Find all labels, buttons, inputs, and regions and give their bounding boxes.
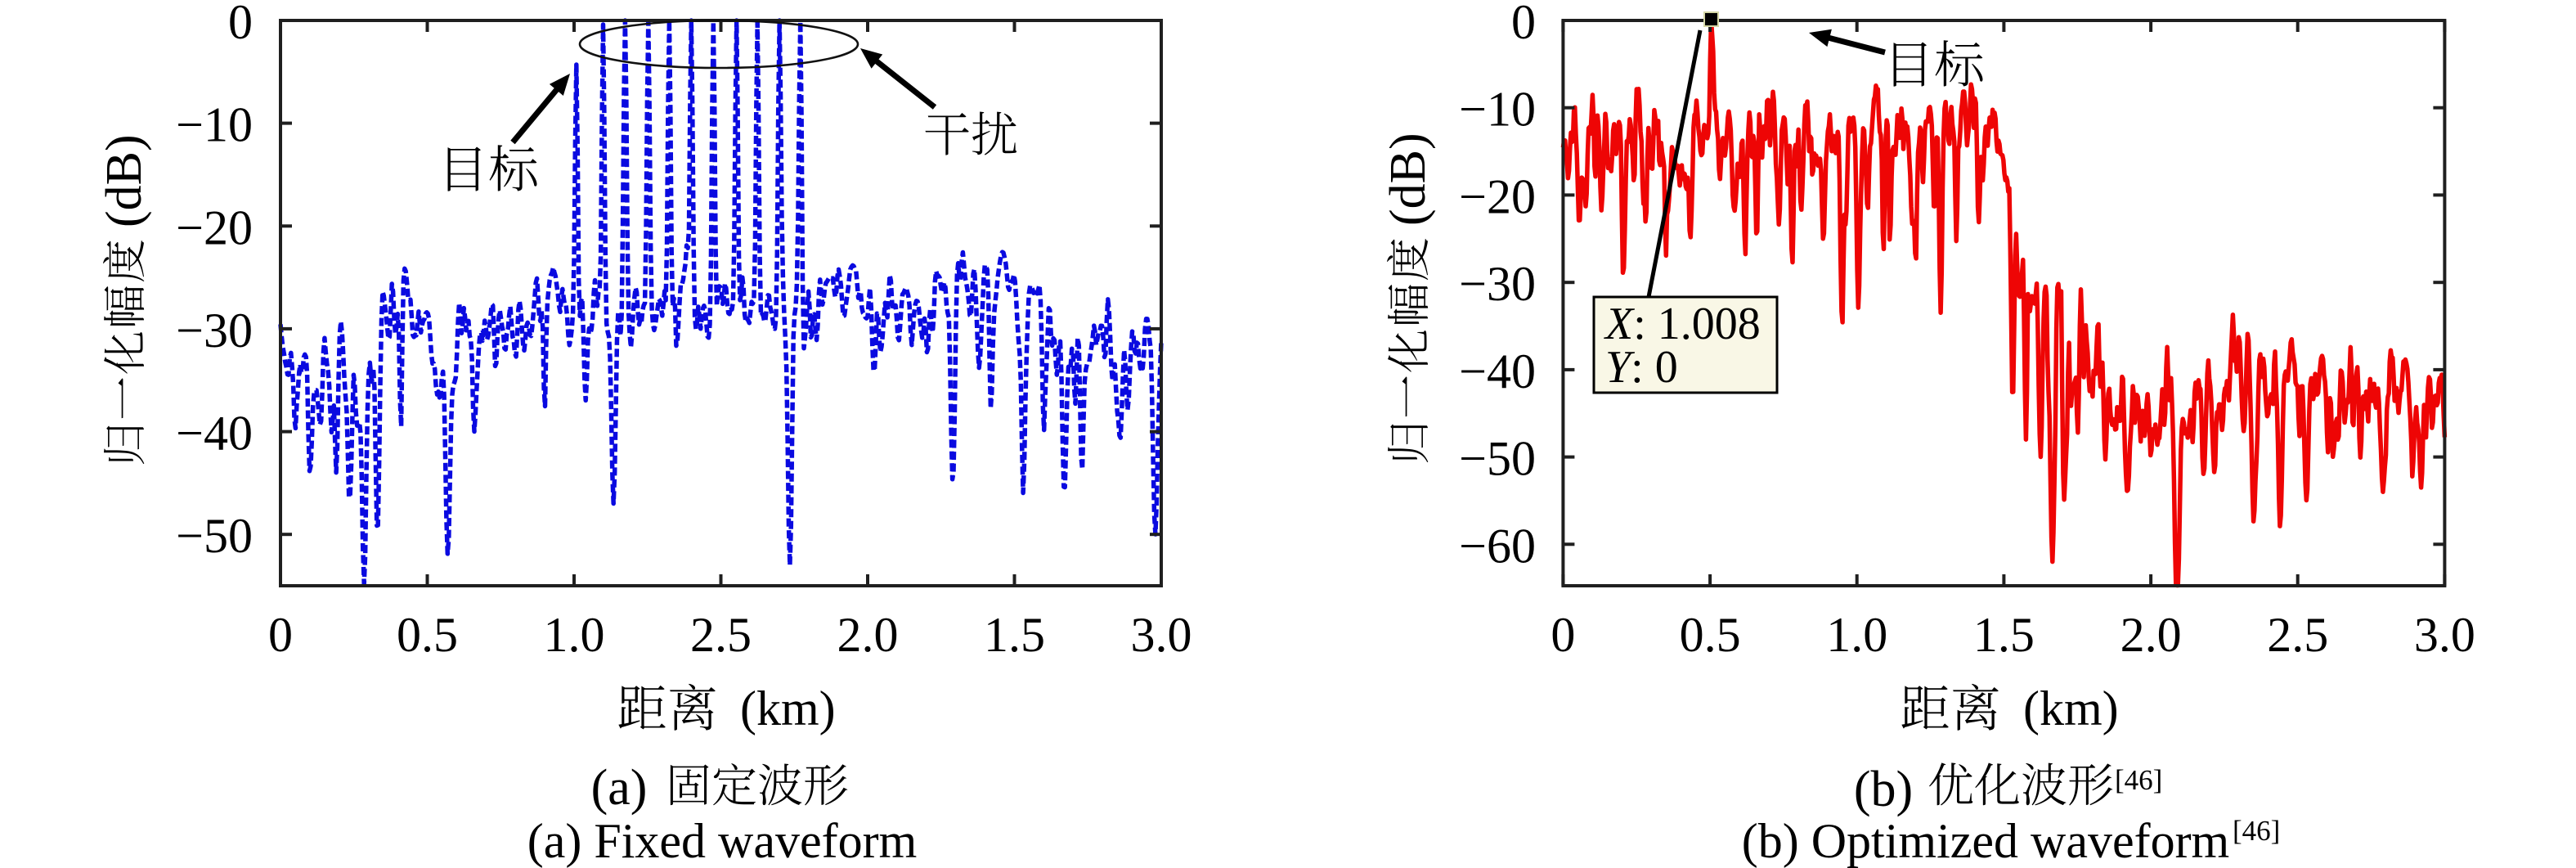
svg-text:0: 0 (268, 608, 293, 662)
svg-text:3.0: 3.0 (1131, 608, 1192, 662)
svg-text:(dB): (dB) (96, 134, 152, 227)
svg-text:−30: −30 (1459, 257, 1536, 311)
svg-text:(b) Optimized waveform: (b) Optimized waveform (1742, 814, 2229, 868)
svg-text:Y: 0: Y: 0 (1605, 342, 1678, 393)
svg-text:0: 0 (1511, 0, 1536, 49)
svg-text:−40: −40 (176, 407, 253, 461)
svg-text:−10: −10 (176, 98, 253, 152)
svg-text:X: 1.008: X: 1.008 (1604, 299, 1761, 349)
svg-text:0.5: 0.5 (1680, 608, 1741, 662)
svg-text:[46]: [46] (2233, 815, 2280, 847)
svg-text:(b): (b) (1854, 762, 1913, 817)
svg-text:2.5: 2.5 (2267, 608, 2328, 662)
svg-text:−10: −10 (1459, 83, 1536, 137)
svg-text:−60: −60 (1459, 519, 1536, 573)
svg-text:2.0: 2.0 (2120, 608, 2182, 662)
svg-text:1.0: 1.0 (1826, 608, 1887, 662)
svg-text:(km): (km) (740, 681, 836, 735)
svg-text:−50: −50 (176, 509, 253, 563)
svg-text:2.0: 2.0 (837, 608, 899, 662)
svg-text:0.5: 0.5 (397, 608, 458, 662)
svg-text:0: 0 (228, 0, 253, 49)
svg-text:2.5: 2.5 (690, 608, 752, 662)
svg-text:−30: −30 (176, 304, 253, 358)
svg-text:0: 0 (1551, 608, 1575, 662)
svg-text:(km): (km) (2023, 681, 2119, 735)
svg-text:3.0: 3.0 (2414, 608, 2475, 662)
svg-text:1.5: 1.5 (1973, 608, 2035, 662)
svg-text:[46]: [46] (2115, 764, 2162, 796)
svg-text:−20: −20 (1459, 169, 1536, 223)
svg-text:(a): (a) (591, 760, 648, 816)
svg-text:−40: −40 (1459, 344, 1536, 398)
svg-text:−50: −50 (1459, 432, 1536, 486)
svg-text:1.0: 1.0 (544, 608, 605, 662)
svg-text:1.5: 1.5 (984, 608, 1045, 662)
svg-text:(dB): (dB) (1380, 133, 1436, 226)
svg-text:−20: −20 (176, 200, 253, 254)
svg-text:(a) Fixed waveform: (a) Fixed waveform (527, 814, 917, 868)
